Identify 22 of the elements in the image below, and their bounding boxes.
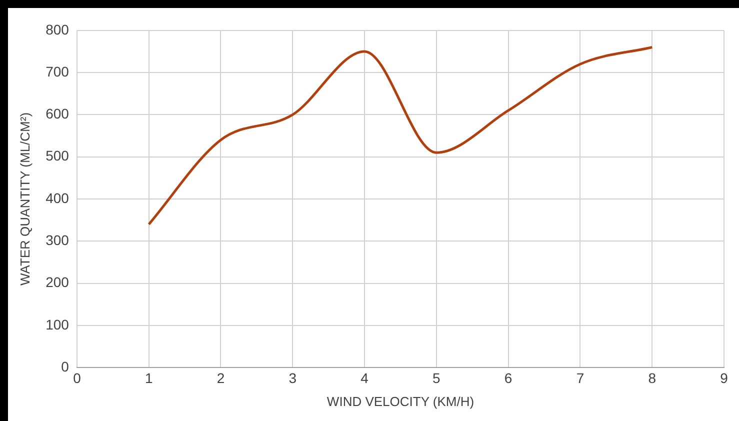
x-tick-label: 6 <box>504 370 512 386</box>
x-tick-label: 1 <box>144 370 153 386</box>
line-series <box>148 46 654 226</box>
x-tick-label: 4 <box>360 370 369 386</box>
y-tick-label: 600 <box>46 106 70 122</box>
y-tick-label: 300 <box>46 232 70 248</box>
x-tick-label: 5 <box>432 370 441 386</box>
y-tick-label: 400 <box>46 190 70 206</box>
x-tick-label: 3 <box>288 370 297 386</box>
x-tick-label: 2 <box>216 370 225 386</box>
y-tick-label: 0 <box>61 358 70 374</box>
x-axis-title: WIND VELOCITY (KM/H) <box>326 394 474 409</box>
y-tick-label: 500 <box>46 148 70 164</box>
y-tick-label: 100 <box>46 316 70 332</box>
x-tick-label: 9 <box>720 370 728 386</box>
x-tick-label: 7 <box>576 370 584 386</box>
y-tick-label: 800 <box>46 21 70 38</box>
y-axis-title: WATER QUANTITY (ML/CM²) <box>17 112 32 286</box>
y-tick-label: 200 <box>46 274 70 290</box>
x-tick-label: 8 <box>648 370 656 386</box>
x-tick-label: 0 <box>73 370 82 386</box>
y-tick-label: 700 <box>46 63 70 80</box>
